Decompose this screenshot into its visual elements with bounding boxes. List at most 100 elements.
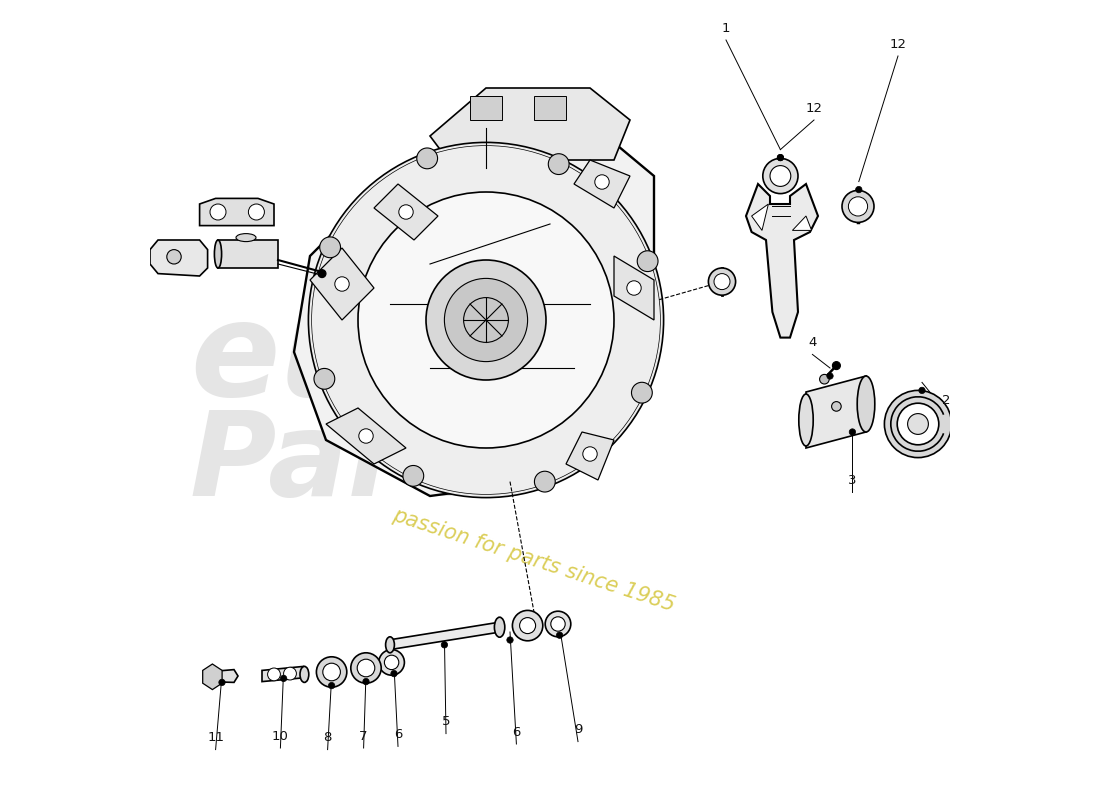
Circle shape [551, 617, 565, 631]
Circle shape [908, 414, 928, 434]
Circle shape [249, 204, 264, 220]
Text: 6: 6 [394, 728, 403, 741]
Polygon shape [388, 622, 500, 650]
Circle shape [595, 174, 609, 190]
Circle shape [762, 158, 798, 194]
Ellipse shape [857, 376, 874, 432]
Circle shape [849, 429, 856, 435]
Circle shape [378, 650, 405, 675]
Circle shape [627, 281, 641, 295]
Circle shape [358, 192, 614, 448]
Circle shape [318, 270, 326, 278]
Circle shape [820, 374, 829, 384]
Circle shape [358, 659, 375, 677]
Circle shape [167, 250, 182, 264]
Circle shape [519, 618, 536, 634]
Text: 7: 7 [360, 730, 367, 742]
Circle shape [856, 186, 862, 193]
Text: passion for parts since 1985: passion for parts since 1985 [390, 505, 678, 615]
Circle shape [848, 197, 868, 216]
Text: 1: 1 [722, 22, 730, 34]
Text: 4: 4 [808, 336, 816, 349]
Polygon shape [806, 376, 866, 448]
Circle shape [280, 675, 287, 682]
Text: 6: 6 [513, 726, 520, 738]
Circle shape [507, 637, 514, 643]
Polygon shape [566, 432, 614, 480]
Circle shape [444, 278, 528, 362]
Circle shape [399, 205, 414, 219]
Circle shape [548, 154, 569, 174]
Circle shape [535, 471, 556, 492]
Circle shape [308, 142, 663, 498]
Text: 2: 2 [942, 394, 950, 406]
Circle shape [441, 642, 448, 648]
Circle shape [426, 260, 546, 380]
Text: 10: 10 [272, 730, 289, 742]
Circle shape [322, 663, 340, 681]
Text: 3: 3 [848, 474, 857, 486]
Circle shape [320, 237, 341, 258]
Ellipse shape [494, 618, 505, 637]
Circle shape [714, 274, 730, 290]
Circle shape [403, 466, 424, 486]
Circle shape [637, 250, 658, 271]
Polygon shape [294, 136, 654, 496]
Circle shape [827, 373, 833, 379]
Circle shape [631, 382, 652, 403]
Circle shape [884, 390, 952, 458]
Polygon shape [310, 248, 374, 320]
Polygon shape [202, 664, 222, 690]
Circle shape [329, 682, 334, 689]
Circle shape [778, 154, 783, 161]
Circle shape [832, 402, 842, 411]
Ellipse shape [386, 637, 395, 653]
Circle shape [267, 668, 280, 681]
Text: Parts: Parts [190, 406, 534, 522]
Polygon shape [199, 198, 274, 226]
Circle shape [384, 655, 399, 670]
Circle shape [708, 268, 736, 295]
Polygon shape [751, 204, 769, 230]
Polygon shape [206, 670, 238, 682]
Circle shape [351, 653, 382, 683]
Circle shape [317, 657, 346, 687]
Circle shape [363, 678, 370, 685]
Circle shape [918, 387, 925, 394]
Circle shape [334, 277, 349, 291]
Text: 11: 11 [207, 731, 224, 744]
Polygon shape [792, 216, 812, 230]
Circle shape [778, 154, 783, 161]
Polygon shape [374, 184, 438, 240]
Circle shape [583, 446, 597, 461]
Polygon shape [218, 240, 278, 268]
Circle shape [314, 369, 334, 390]
Polygon shape [326, 408, 406, 464]
Polygon shape [262, 666, 306, 682]
Polygon shape [746, 184, 818, 338]
Text: euro: euro [190, 297, 529, 423]
Circle shape [546, 611, 571, 637]
Polygon shape [534, 96, 566, 120]
Circle shape [390, 670, 397, 677]
Text: 5: 5 [442, 715, 450, 728]
Polygon shape [574, 160, 630, 208]
Circle shape [842, 190, 874, 222]
Text: 12: 12 [805, 102, 823, 114]
Polygon shape [470, 96, 502, 120]
Circle shape [833, 362, 840, 370]
Circle shape [513, 610, 542, 641]
Polygon shape [614, 256, 654, 320]
Text: 9: 9 [574, 723, 582, 736]
Ellipse shape [236, 234, 256, 242]
Circle shape [359, 429, 373, 443]
Circle shape [284, 667, 296, 680]
Ellipse shape [799, 394, 813, 446]
Text: 12: 12 [890, 38, 906, 50]
Circle shape [898, 403, 938, 445]
Polygon shape [150, 240, 208, 276]
Circle shape [770, 166, 791, 186]
Circle shape [219, 679, 225, 686]
Circle shape [417, 148, 438, 169]
Text: 8: 8 [323, 731, 332, 744]
